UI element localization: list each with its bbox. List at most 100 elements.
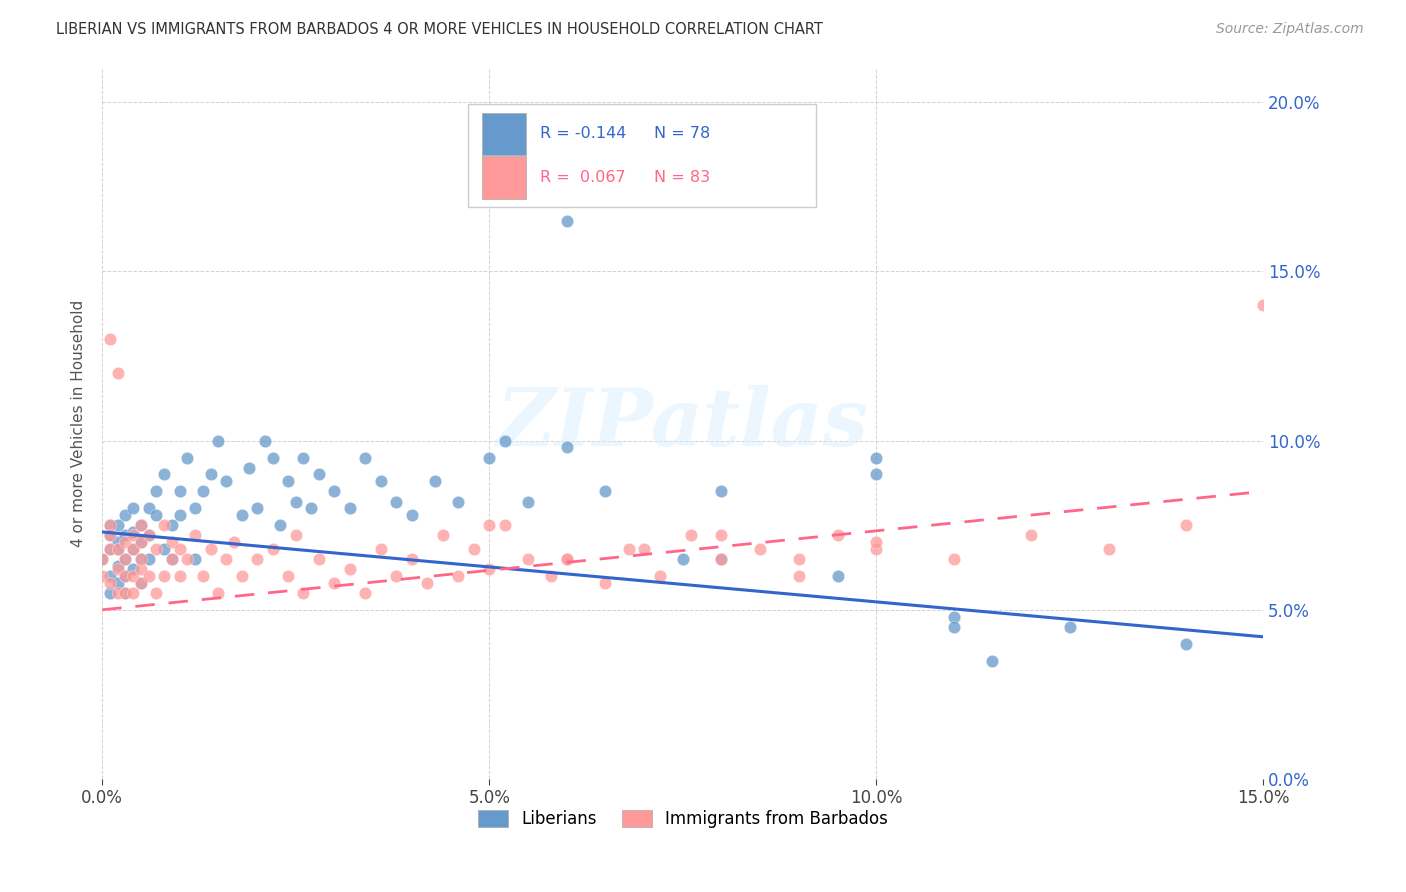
Point bbox=[91, 552, 114, 566]
Point bbox=[555, 552, 578, 566]
Point bbox=[447, 569, 470, 583]
Point bbox=[401, 508, 423, 522]
FancyBboxPatch shape bbox=[468, 104, 817, 207]
Point bbox=[827, 569, 849, 583]
Point bbox=[981, 653, 1004, 667]
Point bbox=[122, 569, 145, 583]
Point bbox=[749, 541, 772, 556]
Point bbox=[184, 552, 207, 566]
Point bbox=[478, 562, 501, 576]
Point bbox=[153, 518, 176, 533]
Text: N = 78: N = 78 bbox=[654, 127, 710, 141]
Point bbox=[292, 450, 315, 465]
Point bbox=[184, 501, 207, 516]
Point bbox=[617, 541, 640, 556]
Point bbox=[292, 586, 315, 600]
Point bbox=[517, 552, 540, 566]
Point bbox=[122, 541, 145, 556]
Point bbox=[215, 474, 238, 488]
Point bbox=[308, 552, 330, 566]
Point bbox=[169, 508, 191, 522]
Point bbox=[129, 552, 152, 566]
Point bbox=[865, 541, 887, 556]
Point bbox=[138, 552, 160, 566]
Point bbox=[1019, 528, 1042, 542]
Point bbox=[942, 620, 965, 634]
Point bbox=[107, 562, 129, 576]
Point bbox=[339, 501, 361, 516]
Point bbox=[145, 508, 167, 522]
Point bbox=[200, 541, 222, 556]
Point bbox=[114, 569, 136, 583]
Point bbox=[1174, 637, 1197, 651]
Point bbox=[277, 474, 299, 488]
Point bbox=[354, 450, 377, 465]
Point bbox=[222, 535, 245, 549]
Point bbox=[98, 528, 121, 542]
Point bbox=[595, 484, 617, 499]
Point bbox=[160, 552, 183, 566]
Point bbox=[284, 528, 307, 542]
Point bbox=[98, 518, 121, 533]
Point bbox=[517, 494, 540, 508]
Point bbox=[540, 569, 562, 583]
Point bbox=[153, 569, 176, 583]
Point bbox=[595, 575, 617, 590]
Point bbox=[107, 535, 129, 549]
Point bbox=[385, 494, 408, 508]
Point bbox=[122, 562, 145, 576]
Point bbox=[253, 434, 276, 448]
Point bbox=[238, 460, 260, 475]
Point bbox=[122, 586, 145, 600]
Point bbox=[262, 450, 284, 465]
Point bbox=[129, 575, 152, 590]
Point bbox=[107, 366, 129, 380]
FancyBboxPatch shape bbox=[482, 112, 526, 155]
Point bbox=[122, 528, 145, 542]
Point bbox=[191, 484, 214, 499]
Point bbox=[555, 552, 578, 566]
Text: N = 83: N = 83 bbox=[654, 169, 710, 185]
Point bbox=[91, 569, 114, 583]
Point bbox=[107, 541, 129, 556]
Point bbox=[447, 494, 470, 508]
Point bbox=[401, 552, 423, 566]
Point bbox=[114, 586, 136, 600]
Point bbox=[277, 569, 299, 583]
Point bbox=[555, 441, 578, 455]
Text: R = -0.144: R = -0.144 bbox=[540, 127, 626, 141]
Point bbox=[323, 484, 346, 499]
Point bbox=[339, 562, 361, 576]
Point bbox=[478, 450, 501, 465]
Point bbox=[169, 484, 191, 499]
Point bbox=[98, 518, 121, 533]
Point bbox=[710, 484, 733, 499]
Point bbox=[865, 467, 887, 482]
Point bbox=[1253, 298, 1275, 312]
Point bbox=[153, 541, 176, 556]
Point bbox=[865, 535, 887, 549]
Point bbox=[176, 552, 198, 566]
Point bbox=[129, 575, 152, 590]
Point bbox=[129, 518, 152, 533]
Point bbox=[494, 434, 516, 448]
Point bbox=[865, 450, 887, 465]
Point bbox=[145, 484, 167, 499]
Point bbox=[200, 467, 222, 482]
Point bbox=[648, 569, 671, 583]
Point bbox=[308, 467, 330, 482]
Text: R =  0.067: R = 0.067 bbox=[540, 169, 626, 185]
Point bbox=[710, 528, 733, 542]
Point bbox=[114, 552, 136, 566]
Point bbox=[191, 569, 214, 583]
Point bbox=[710, 552, 733, 566]
Text: LIBERIAN VS IMMIGRANTS FROM BARBADOS 4 OR MORE VEHICLES IN HOUSEHOLD CORRELATION: LIBERIAN VS IMMIGRANTS FROM BARBADOS 4 O… bbox=[56, 22, 823, 37]
Point bbox=[138, 528, 160, 542]
Point bbox=[98, 586, 121, 600]
Point bbox=[98, 528, 121, 542]
Legend: Liberians, Immigrants from Barbados: Liberians, Immigrants from Barbados bbox=[471, 803, 894, 835]
Point bbox=[299, 501, 322, 516]
Point bbox=[145, 586, 167, 600]
Point bbox=[129, 535, 152, 549]
Point bbox=[207, 586, 229, 600]
